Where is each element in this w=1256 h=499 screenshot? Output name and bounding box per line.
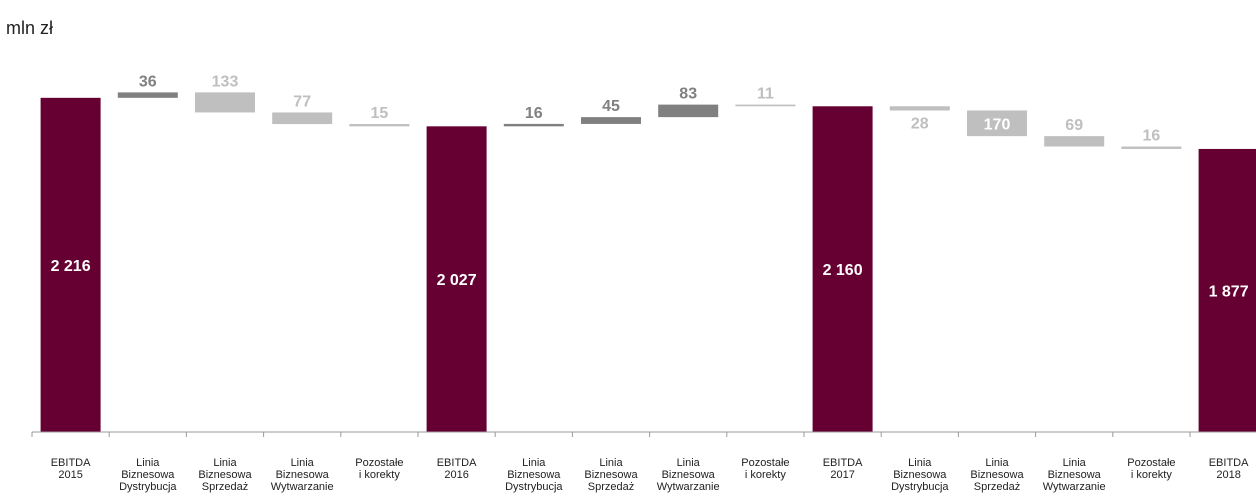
value-label: 170 — [984, 116, 1011, 133]
bar-decrease — [967, 110, 1027, 137]
category-label: Dystrybucja — [505, 481, 563, 493]
value-label: 2 027 — [437, 272, 477, 289]
bars-layer — [40, 92, 1256, 432]
bar-increase — [581, 117, 641, 124]
value-label: 28 — [911, 115, 929, 132]
value-label: 69 — [1065, 117, 1083, 134]
value-labels-layer: 2 216 36 133 77 15 2 027 16 45 83 11 2 160 28 170 69 1… — [51, 73, 1249, 300]
value-label: 16 — [525, 105, 543, 122]
value-label: 133 — [212, 73, 239, 90]
category-label: Sprzedaż — [202, 481, 248, 493]
bar-decrease — [1121, 146, 1182, 149]
category-label: Pozostałe — [741, 457, 789, 469]
category-label: Dystrybucja — [119, 481, 177, 493]
category-label: EBITDA — [823, 457, 863, 469]
bar-increase — [503, 123, 564, 127]
category-label: i korekty — [359, 469, 400, 481]
category-label: EBITDA — [437, 457, 477, 469]
category-label: Linia — [291, 457, 315, 469]
category-label: 2015 — [58, 469, 82, 481]
category-label: Linia — [677, 457, 701, 469]
value-label: 11 — [757, 86, 774, 103]
category-label: Pozostałe — [1127, 457, 1175, 469]
category-label: Biznesowa — [584, 469, 638, 481]
value-label: 16 — [1143, 128, 1161, 145]
bar-total — [426, 126, 487, 432]
category-label: Wytwarzanie — [657, 481, 720, 493]
value-label: 83 — [679, 86, 697, 103]
category-label: Biznesowa — [507, 469, 561, 481]
category-label: 2018 — [1216, 469, 1240, 481]
bar-decrease — [889, 106, 950, 111]
category-label: Linia — [522, 457, 546, 469]
value-label: 36 — [139, 73, 157, 90]
bar-decrease — [349, 124, 410, 127]
bar-total — [40, 97, 101, 432]
x-axis — [31, 431, 1256, 437]
category-labels-layer: EBITDA2015LiniaBiznesowaDystrybucjaLinia… — [51, 457, 1249, 493]
category-label: Biznesowa — [198, 469, 252, 481]
value-label: 2 160 — [823, 262, 863, 279]
category-label: Linia — [136, 457, 160, 469]
category-label: Pozostałe — [355, 457, 403, 469]
category-label: Biznesowa — [893, 469, 947, 481]
bar-total — [812, 106, 873, 432]
category-label: EBITDA — [51, 457, 91, 469]
category-label: Biznesowa — [970, 469, 1024, 481]
category-label: Wytwarzanie — [1043, 481, 1106, 493]
category-label: Biznesowa — [1048, 469, 1102, 481]
category-label: i korekty — [1131, 469, 1172, 481]
bar-total — [1198, 148, 1256, 432]
category-label: Linia — [599, 457, 623, 469]
bar-decrease — [1044, 136, 1105, 147]
category-label: Linia — [1063, 457, 1087, 469]
category-label: Biznesowa — [662, 469, 716, 481]
category-label: Biznesowa — [276, 469, 330, 481]
bar-decrease — [735, 104, 796, 107]
category-label: Linia — [985, 457, 1009, 469]
category-label: 2017 — [830, 469, 854, 481]
bar-decrease — [195, 92, 255, 113]
value-label: 45 — [602, 98, 620, 115]
category-label: i korekty — [745, 469, 786, 481]
unit-label: mln zł — [6, 18, 54, 38]
category-label: Linia — [908, 457, 932, 469]
category-label: Sprzedaż — [974, 481, 1020, 493]
value-label: 77 — [293, 93, 311, 110]
category-label: Sprzedaż — [588, 481, 634, 493]
category-label: Biznesowa — [121, 469, 175, 481]
category-label: Linia — [213, 457, 237, 469]
category-label: Wytwarzanie — [271, 481, 334, 493]
bar-increase — [117, 92, 178, 98]
bar-increase — [658, 104, 719, 118]
category-label: Dystrybucja — [891, 481, 949, 493]
bar-decrease — [272, 112, 333, 125]
category-label: EBITDA — [1209, 457, 1249, 469]
category-label: 2016 — [444, 469, 468, 481]
value-label: 15 — [371, 105, 389, 122]
value-label: 2 216 — [51, 258, 91, 275]
value-label: 1 877 — [1209, 283, 1249, 300]
